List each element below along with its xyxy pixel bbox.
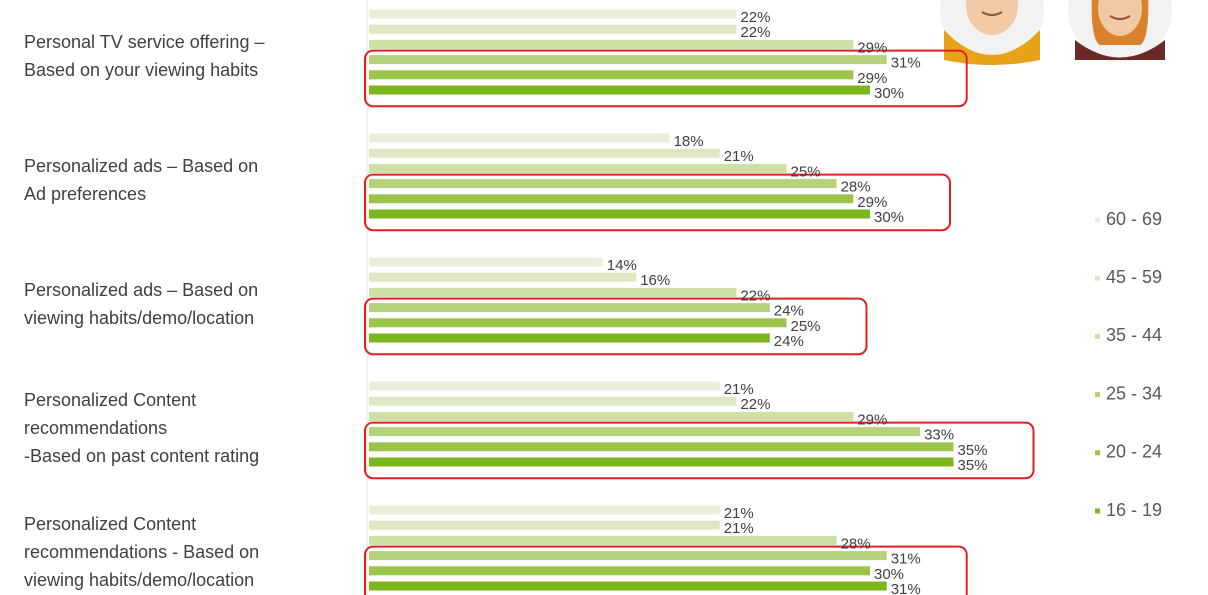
bar <box>369 566 870 576</box>
value-label: 21% <box>724 505 754 522</box>
value-label: 22% <box>740 287 770 304</box>
value-label: 30% <box>874 209 904 226</box>
avatars <box>940 0 1172 65</box>
value-label: 21% <box>724 148 754 165</box>
category-label: viewing habits/demo/location <box>24 570 254 590</box>
category-label: Personal TV service offering – <box>24 32 264 52</box>
value-label: 22% <box>740 396 770 413</box>
value-label: 22% <box>740 9 770 26</box>
category-label: viewing habits/demo/location <box>24 308 254 328</box>
bar <box>369 333 770 343</box>
bar <box>369 39 854 49</box>
value-label: 33% <box>924 427 954 444</box>
bar <box>369 55 887 65</box>
legend-label: 45 - 59 <box>1106 267 1162 287</box>
category-label: -Based on past content rating <box>24 446 259 466</box>
bar <box>369 148 720 158</box>
value-label: 18% <box>674 133 704 150</box>
bar <box>369 551 887 561</box>
avatar-shirt <box>944 30 1040 65</box>
highlight-box <box>364 173 951 232</box>
avatar-shirt <box>1075 40 1165 60</box>
legend-label: 25 - 34 <box>1106 383 1162 403</box>
avatar-mouth <box>981 11 1003 16</box>
legend-label: 20 - 24 <box>1106 442 1162 462</box>
legend-marker <box>1095 392 1100 398</box>
value-label: 30% <box>874 566 904 583</box>
value-label: 35% <box>958 457 988 474</box>
bar <box>369 457 954 467</box>
bar <box>369 303 770 313</box>
value-label: 29% <box>857 194 887 211</box>
bar <box>369 9 737 19</box>
category-label: Personalized ads – Based on <box>24 156 258 176</box>
bar <box>369 381 720 391</box>
bar <box>369 505 720 515</box>
value-label: 35% <box>958 442 988 459</box>
bar <box>369 581 887 591</box>
legend-label: 35 - 44 <box>1106 325 1162 345</box>
value-label: 25% <box>791 318 821 335</box>
bar <box>369 133 670 143</box>
legend-label: 16 - 19 <box>1106 500 1162 520</box>
legend-marker <box>1095 450 1100 456</box>
value-label: 21% <box>724 381 754 398</box>
value-label: 24% <box>774 333 804 350</box>
value-label: 29% <box>857 70 887 87</box>
value-label: 28% <box>841 535 871 552</box>
value-label: 24% <box>774 303 804 320</box>
category-label: Based on your viewing habits <box>24 60 258 80</box>
value-label: 30% <box>874 85 904 102</box>
legend-marker <box>1095 333 1100 339</box>
bar <box>369 396 737 406</box>
highlight-box <box>364 297 868 356</box>
legend-marker <box>1095 275 1100 281</box>
highlight-box <box>364 545 968 595</box>
bar <box>369 85 870 95</box>
bar <box>369 535 837 545</box>
bar <box>369 257 603 267</box>
value-label: 31% <box>891 55 921 72</box>
value-label: 22% <box>740 24 770 41</box>
bar <box>369 520 720 530</box>
value-label: 25% <box>791 163 821 180</box>
legend-label: 60 - 69 <box>1106 209 1162 229</box>
category-label: Ad preferences <box>24 184 146 204</box>
highlight-box <box>364 49 968 108</box>
bar <box>369 318 787 328</box>
category-label: Personalized ads – Based on <box>24 280 258 300</box>
bar <box>369 24 737 34</box>
bar <box>369 287 737 297</box>
bar <box>369 163 787 173</box>
value-label: 21% <box>724 520 754 537</box>
value-label: 29% <box>857 411 887 428</box>
legend-marker <box>1095 217 1100 223</box>
bar <box>369 70 854 80</box>
legend-marker <box>1095 508 1100 514</box>
highlight-box <box>364 421 1035 480</box>
bar <box>369 272 637 282</box>
value-label: 28% <box>841 179 871 196</box>
value-label: 31% <box>891 551 921 568</box>
category-label: Personalized Content <box>24 514 196 534</box>
value-label: 16% <box>640 272 670 289</box>
bar <box>369 179 837 189</box>
category-label: recommendations - Based on <box>24 542 259 562</box>
bar <box>369 194 854 204</box>
avatar-face <box>966 0 1018 35</box>
bar <box>369 442 954 452</box>
category-label: recommendations <box>24 418 167 438</box>
category-label: Personalized Content <box>24 390 196 410</box>
bar <box>369 209 870 219</box>
value-label: 29% <box>857 39 887 56</box>
value-label: 31% <box>891 581 921 595</box>
value-label: 14% <box>607 257 637 274</box>
bar <box>369 411 854 421</box>
bar <box>369 427 921 437</box>
avatar-mouth <box>1109 15 1131 20</box>
